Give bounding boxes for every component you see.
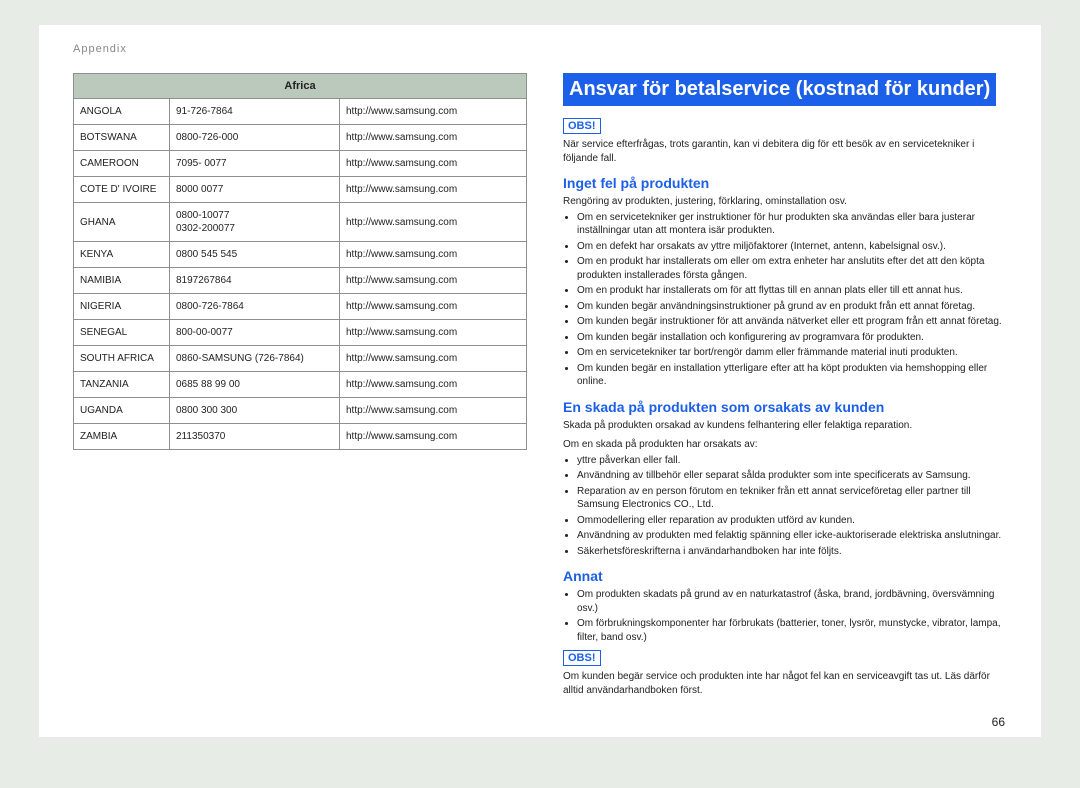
phone-cell: 0860-SAMSUNG (726-7864) [170,346,340,372]
url-cell: http://www.samsung.com [340,294,527,320]
url-cell: http://www.samsung.com [340,424,527,450]
list-item: Ommodellering eller reparation av produk… [577,514,1007,528]
page-number: 66 [992,715,1005,729]
country-cell: NIGERIA [74,294,170,320]
url-cell: http://www.samsung.com [340,177,527,203]
section1-heading: Inget fel på produkten [563,175,1007,191]
table-row: CAMEROON7095- 0077http://www.samsung.com [74,151,527,177]
table-row: ZAMBIA211350370http://www.samsung.com [74,424,527,450]
list-item: Om en produkt har installerats om för at… [577,284,1007,298]
country-cell: SOUTH AFRICA [74,346,170,372]
table-row: SOUTH AFRICA0860-SAMSUNG (726-7864)http:… [74,346,527,372]
phone-cell: 0800-726-000 [170,125,340,151]
table-row: SENEGAL800-00-0077http://www.samsung.com [74,320,527,346]
phone-cell: 0685 88 99 00 [170,372,340,398]
url-cell: http://www.samsung.com [340,372,527,398]
url-cell: http://www.samsung.com [340,268,527,294]
phone-cell: 91-726-7864 [170,99,340,125]
country-cell: BOTSWANA [74,125,170,151]
country-cell: NAMIBIA [74,268,170,294]
phone-cell: 0800-726-7864 [170,294,340,320]
country-cell: SENEGAL [74,320,170,346]
country-cell: TANZANIA [74,372,170,398]
table-row: BOTSWANA0800-726-000http://www.samsung.c… [74,125,527,151]
list-item: Om en defekt har orsakats av yttre miljö… [577,240,1007,254]
phone-cell: 8197267864 [170,268,340,294]
country-cell: GHANA [74,203,170,242]
phone-cell: 800-00-0077 [170,320,340,346]
url-cell: http://www.samsung.com [340,242,527,268]
url-cell: http://www.samsung.com [340,320,527,346]
list-item: Om kunden begär en installation ytterlig… [577,362,1007,389]
phone-cell: 7095- 0077 [170,151,340,177]
table-row: ANGOLA91-726-7864http://www.samsung.com [74,99,527,125]
africa-table: Africa ANGOLA91-726-7864http://www.samsu… [73,73,527,450]
left-column: Africa ANGOLA91-726-7864http://www.samsu… [73,73,527,699]
note-label: OBS! [563,118,601,134]
intro-text: När service efterfrågas, trots garantin,… [563,138,1007,165]
list-item: Användning av produkten med felaktig spä… [577,529,1007,543]
phone-cell: 211350370 [170,424,340,450]
table-header: Africa [74,74,527,99]
country-cell: ZAMBIA [74,424,170,450]
section2-lead2: Om en skada på produkten har orsakats av… [563,438,1007,452]
section1-list: Om en servicetekniker ger instruktioner … [563,211,1007,389]
list-item: Om en servicetekniker ger instruktioner … [577,211,1007,238]
list-item: Användning av tillbehör eller separat så… [577,469,1007,483]
section2-lead1: Skada på produkten orsakad av kundens fe… [563,419,1007,433]
table-row: COTE D' IVOIRE8000 0077http://www.samsun… [74,177,527,203]
country-cell: ANGOLA [74,99,170,125]
url-cell: http://www.samsung.com [340,398,527,424]
list-item: Om en servicetekniker tar bort/rengör da… [577,346,1007,360]
table-row: UGANDA0800 300 300http://www.samsung.com [74,398,527,424]
section2-heading: En skada på produkten som orsakats av ku… [563,399,1007,415]
breadcrumb: Appendix [73,43,1007,55]
list-item: Om kunden begär användningsinstruktioner… [577,300,1007,314]
outro-text: Om kunden begär service och produkten in… [563,670,1007,697]
table-row: TANZANIA0685 88 99 00http://www.samsung.… [74,372,527,398]
document-page: Appendix Africa ANGOLA91-726-7864http://… [39,25,1041,737]
table-row: NIGERIA0800-726-7864http://www.samsung.c… [74,294,527,320]
section1-lead: Rengöring av produkten, justering, förkl… [563,195,1007,209]
country-cell: UGANDA [74,398,170,424]
country-cell: CAMEROON [74,151,170,177]
note-label-2: OBS! [563,650,601,666]
table-row: GHANA0800-10077 0302-200077http://www.sa… [74,203,527,242]
list-item: Om kunden begär installation och konfigu… [577,331,1007,345]
phone-cell: 0800 300 300 [170,398,340,424]
list-item: yttre påverkan eller fall. [577,454,1007,468]
section3-list: Om produkten skadats på grund av en natu… [563,588,1007,644]
list-item: Om en produkt har installerats om eller … [577,255,1007,282]
url-cell: http://www.samsung.com [340,203,527,242]
phone-cell: 0800 545 545 [170,242,340,268]
url-cell: http://www.samsung.com [340,99,527,125]
url-cell: http://www.samsung.com [340,346,527,372]
phone-cell: 8000 0077 [170,177,340,203]
country-cell: COTE D' IVOIRE [74,177,170,203]
table-row: NAMIBIA8197267864http://www.samsung.com [74,268,527,294]
list-item: Reparation av en person förutom en tekni… [577,485,1007,512]
section2-list: yttre påverkan eller fall.Användning av … [563,454,1007,559]
content-columns: Africa ANGOLA91-726-7864http://www.samsu… [73,73,1007,699]
right-column: Ansvar för betalservice (kostnad för kun… [563,73,1007,699]
country-cell: KENYA [74,242,170,268]
url-cell: http://www.samsung.com [340,125,527,151]
main-heading: Ansvar för betalservice (kostnad för kun… [563,73,996,106]
url-cell: http://www.samsung.com [340,151,527,177]
list-item: Säkerhetsföreskrifterna i användarhandbo… [577,545,1007,559]
list-item: Om kunden begär instruktioner för att an… [577,315,1007,329]
phone-cell: 0800-10077 0302-200077 [170,203,340,242]
list-item: Om förbrukningskomponenter har förbrukat… [577,617,1007,644]
table-row: KENYA0800 545 545http://www.samsung.com [74,242,527,268]
section3-heading: Annat [563,568,1007,584]
list-item: Om produkten skadats på grund av en natu… [577,588,1007,615]
